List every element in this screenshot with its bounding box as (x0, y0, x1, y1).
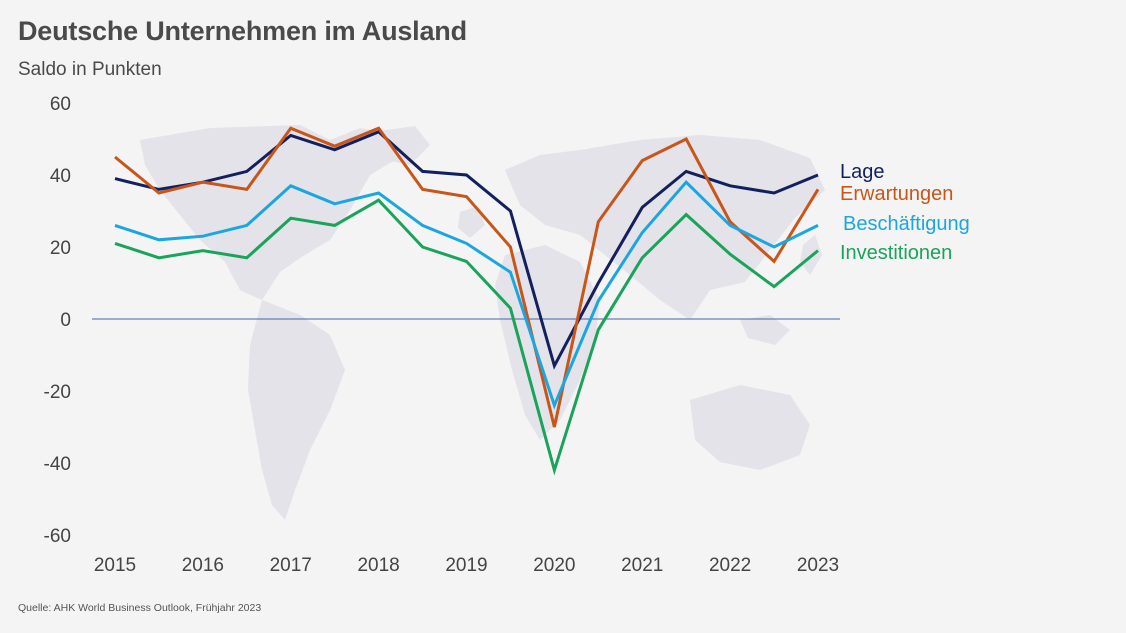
y-tick-label: 0 (60, 310, 71, 331)
x-tick-label: 2015 (94, 555, 136, 576)
y-tick-label: 20 (50, 238, 71, 259)
series-lines (114, 126, 820, 476)
y-tick-label: -20 (44, 382, 71, 403)
y-tick-label: -40 (44, 454, 71, 475)
series-line-investitionen (114, 198, 819, 476)
x-tick-label: 2018 (357, 555, 399, 576)
series-line-lage (114, 130, 819, 370)
chart-subtitle: Saldo in Punkten (18, 59, 162, 80)
y-tick-label: 60 (50, 94, 71, 115)
y-axis: 60 40 20 0 -20 -40 -60 (44, 94, 71, 547)
x-tick-label: 2016 (182, 555, 224, 576)
y-tick-label: -60 (44, 526, 71, 547)
series-line-erwartungen (114, 126, 820, 428)
chart-title: Deutsche Unternehmen im Ausland (18, 16, 467, 46)
legend-label-erwartungen: Erwartungen (840, 183, 953, 205)
x-tick-label: 2017 (270, 555, 312, 576)
legend-label-investitionen: Investitionen (840, 242, 952, 264)
legend-label-lage: Lage (840, 161, 885, 183)
legend-label-beschäftigung: Beschäftigung (843, 213, 970, 235)
x-tick-label: 2023 (797, 555, 839, 576)
x-tick-label: 2020 (533, 555, 575, 576)
x-tick-label: 2019 (445, 555, 487, 576)
series-line-beschäftigung (114, 180, 819, 410)
source-note: Quelle: AHK World Business Outlook, Früh… (18, 602, 262, 614)
x-tick-label: 2021 (621, 555, 663, 576)
x-tick-label: 2022 (709, 555, 751, 576)
x-axis: 2015 2016 2017 2018 2019 2020 2021 2022 2023 (94, 555, 839, 576)
y-tick-label: 40 (50, 166, 71, 187)
